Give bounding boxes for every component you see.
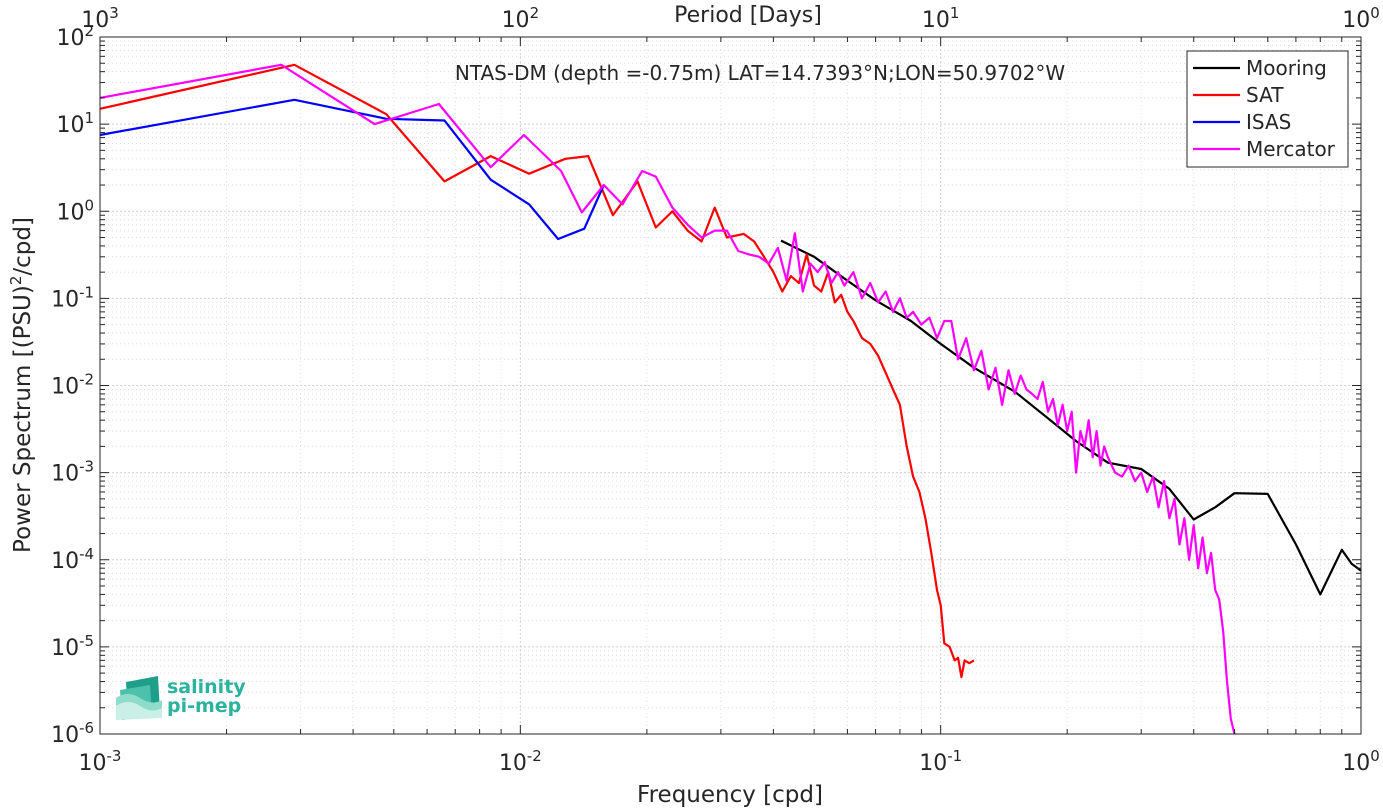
y-axis-label: Power Spectrum [(PSU)2/cpd] xyxy=(7,217,36,553)
y-tick-label: 101 xyxy=(56,109,94,138)
major-grid xyxy=(99,36,1362,735)
x-tick-label: 10-3 xyxy=(79,747,122,776)
legend-label-isas: ISAS xyxy=(1246,110,1291,134)
y-tick-label: 100 xyxy=(56,196,94,225)
y-axis-label-prefix: Power Spectrum [(PSU) xyxy=(10,285,36,553)
y-tick-label: 102 xyxy=(56,22,94,51)
logo-text-line1: salinity xyxy=(167,676,246,698)
legend-box xyxy=(1186,50,1349,168)
y-axis-label-suffix: /cpd] xyxy=(10,217,36,276)
y-axis-label-sup: 2 xyxy=(7,276,25,286)
top-tick-label: 103 xyxy=(81,4,119,33)
legend: Mooring SAT ISAS Mercator xyxy=(1186,50,1349,168)
y-tick-label: 10-5 xyxy=(51,632,94,661)
legend-label-mooring: Mooring xyxy=(1246,56,1327,80)
y-tick-label: 10-2 xyxy=(51,371,94,400)
series-layer xyxy=(99,63,1362,735)
legend-label-sat: SAT xyxy=(1246,83,1284,107)
y-tick-label: 10-3 xyxy=(51,458,94,487)
x-tick-label: 10-1 xyxy=(919,747,962,776)
chart-title: NTAS-DM (depth =-0.75m) LAT=14.7393°N;LO… xyxy=(455,61,1065,85)
top-x-axis-label: Period [Days] xyxy=(674,3,822,28)
salinity-pi-mep-logo: salinity pi-mep xyxy=(116,676,246,720)
logo-waves-icon xyxy=(116,676,162,720)
legend-label-mercator: Mercator xyxy=(1246,137,1336,161)
top-tick-label: 101 xyxy=(922,4,960,33)
y-tick-label: 10-6 xyxy=(51,719,94,748)
x-axis-label: Frequency [cpd] xyxy=(637,782,823,808)
y-tick-label: 10-4 xyxy=(51,545,94,574)
x-tick-label: 10-2 xyxy=(499,747,542,776)
y-tick-label: 10-1 xyxy=(51,283,94,312)
top-tick-label: 102 xyxy=(502,4,540,33)
x-tick-label: 100 xyxy=(1342,747,1380,776)
series-line-mercator xyxy=(99,63,1236,735)
logo-text-line2: pi-mep xyxy=(167,695,241,717)
top-tick-label: 100 xyxy=(1342,4,1380,33)
series-line-sat xyxy=(99,63,975,679)
series-line-isas xyxy=(99,98,605,241)
